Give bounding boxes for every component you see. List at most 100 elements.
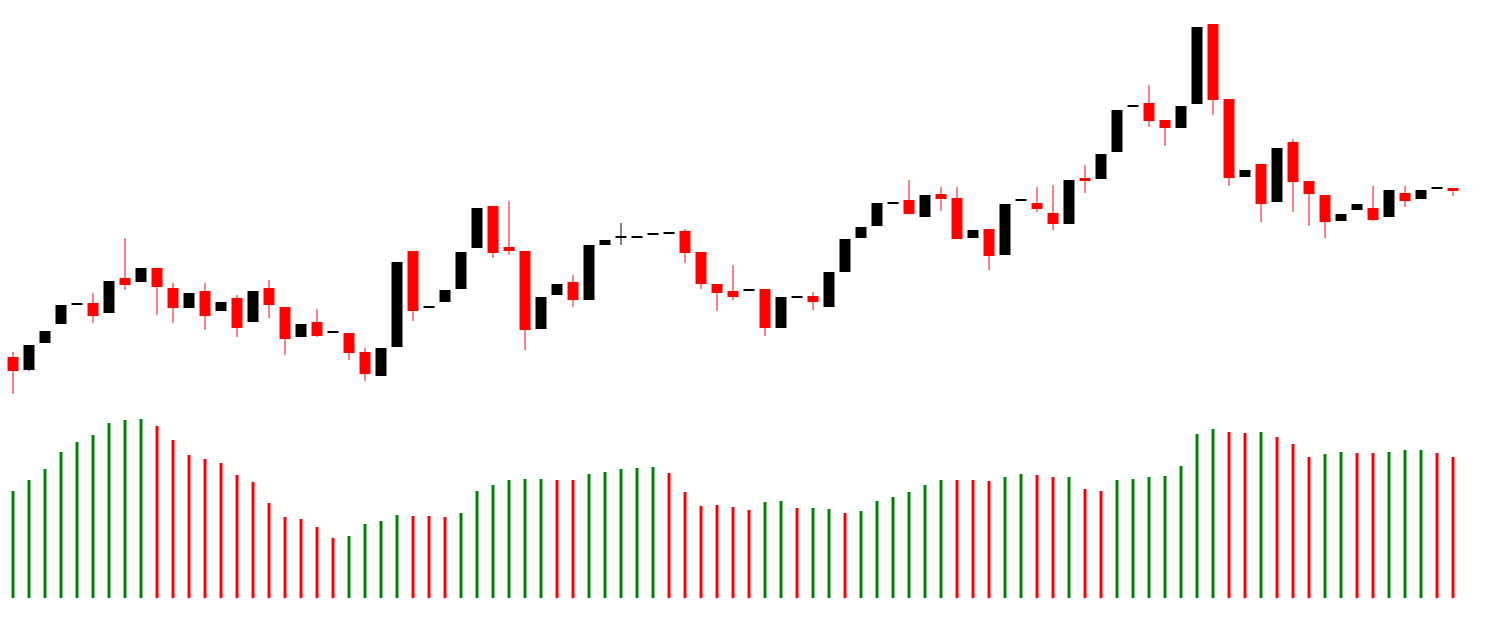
histogram-bar: [507, 480, 511, 598]
histogram-bar: [1275, 437, 1279, 598]
histogram-bar: [1339, 452, 1343, 598]
histogram-bar: [1163, 476, 1167, 598]
histogram-bar: [1227, 432, 1231, 598]
candle-body: [167, 288, 179, 308]
histogram-bar: [1355, 453, 1359, 598]
candle-body: [39, 331, 51, 343]
candle-body: [1271, 148, 1283, 202]
candle-body: [375, 348, 387, 376]
histogram-bar: [27, 480, 31, 598]
candle-body: [455, 252, 467, 289]
histogram-bar: [123, 420, 127, 598]
candle-body: [1063, 180, 1075, 224]
candle-body: [551, 284, 563, 295]
histogram-bar: [1099, 491, 1103, 598]
candle-body: [55, 305, 67, 324]
histogram-bar: [1211, 429, 1215, 598]
histogram-bar: [731, 507, 735, 598]
candle-body: [391, 262, 403, 347]
candle-body: [199, 291, 211, 316]
histogram-bar: [59, 452, 63, 598]
histogram-bar: [1435, 453, 1439, 598]
histogram-bar: [219, 463, 223, 598]
candle-body: [1207, 24, 1219, 100]
candle-body: [247, 291, 259, 322]
histogram-bar: [891, 497, 895, 598]
candle-body: [1255, 164, 1267, 204]
candle-body: [407, 251, 419, 311]
candle-body: [903, 200, 915, 214]
candle-body: [695, 252, 707, 284]
candle-body: [503, 247, 515, 251]
candle-body: [1335, 214, 1347, 221]
candle-body: [295, 324, 307, 337]
histogram-bar: [955, 480, 959, 598]
histogram-bar: [1003, 477, 1007, 598]
candle-body: [183, 293, 195, 308]
candle-body: [871, 203, 883, 226]
candle-body: [967, 230, 979, 238]
candle-body: [631, 236, 643, 238]
histogram-bar: [875, 501, 879, 598]
candle-body: [343, 333, 355, 353]
candle-body: [1143, 103, 1155, 121]
histogram-bar: [155, 426, 159, 598]
histogram-bar: [667, 473, 671, 598]
candle-body: [663, 232, 675, 234]
histogram-bar: [1147, 477, 1151, 598]
histogram-bar: [267, 503, 271, 598]
candle-body: [1191, 27, 1203, 104]
candle-body: [215, 302, 227, 311]
histogram-bar: [11, 491, 15, 598]
candle-body: [711, 284, 723, 293]
candle-body: [519, 251, 531, 330]
candle-body: [1127, 105, 1139, 107]
histogram-bar: [43, 469, 47, 598]
histogram-bar: [939, 480, 943, 598]
histogram-bar: [539, 479, 543, 598]
histogram-bar: [683, 492, 687, 598]
histogram-bar: [459, 513, 463, 598]
histogram-bar: [907, 492, 911, 598]
candle-body: [423, 306, 435, 308]
candle-body: [983, 229, 995, 256]
candle-body: [23, 345, 35, 370]
candle-body: [1015, 199, 1027, 201]
candle-body: [1319, 195, 1331, 222]
histogram-bar: [1403, 450, 1407, 598]
histogram-bar: [1067, 477, 1071, 598]
histogram-bar: [1259, 432, 1263, 598]
histogram-bar: [1451, 457, 1455, 598]
candle-body: [231, 298, 243, 328]
candle-body: [567, 282, 579, 300]
histogram-bar: [795, 508, 799, 598]
candle-body: [135, 268, 147, 282]
histogram-bar: [651, 467, 655, 598]
candle-body: [1047, 213, 1059, 224]
candle-body: [1159, 120, 1171, 128]
histogram-bar: [1243, 433, 1247, 598]
histogram-bar: [699, 506, 703, 598]
histogram-bar: [1307, 457, 1311, 598]
histogram-bar: [603, 472, 607, 598]
histogram-bar: [491, 485, 495, 598]
candle-body: [87, 303, 99, 316]
histogram-bar: [75, 442, 79, 598]
histogram-bar: [811, 508, 815, 598]
candle-body: [807, 296, 819, 302]
candle-body: [743, 289, 755, 291]
candle-body: [919, 195, 931, 217]
histogram-bar: [443, 517, 447, 598]
candle-body: [311, 322, 323, 336]
candle-body: [359, 352, 371, 374]
histogram-bar: [315, 527, 319, 598]
candle-body: [103, 281, 115, 313]
candle-body: [1111, 110, 1123, 152]
candle-body: [1095, 154, 1107, 179]
histogram-bar: [923, 485, 927, 598]
histogram-bar: [1371, 453, 1375, 598]
histogram-bar: [139, 419, 143, 598]
candle-body: [439, 290, 451, 302]
candle-body: [279, 307, 291, 339]
histogram-bar: [987, 481, 991, 598]
